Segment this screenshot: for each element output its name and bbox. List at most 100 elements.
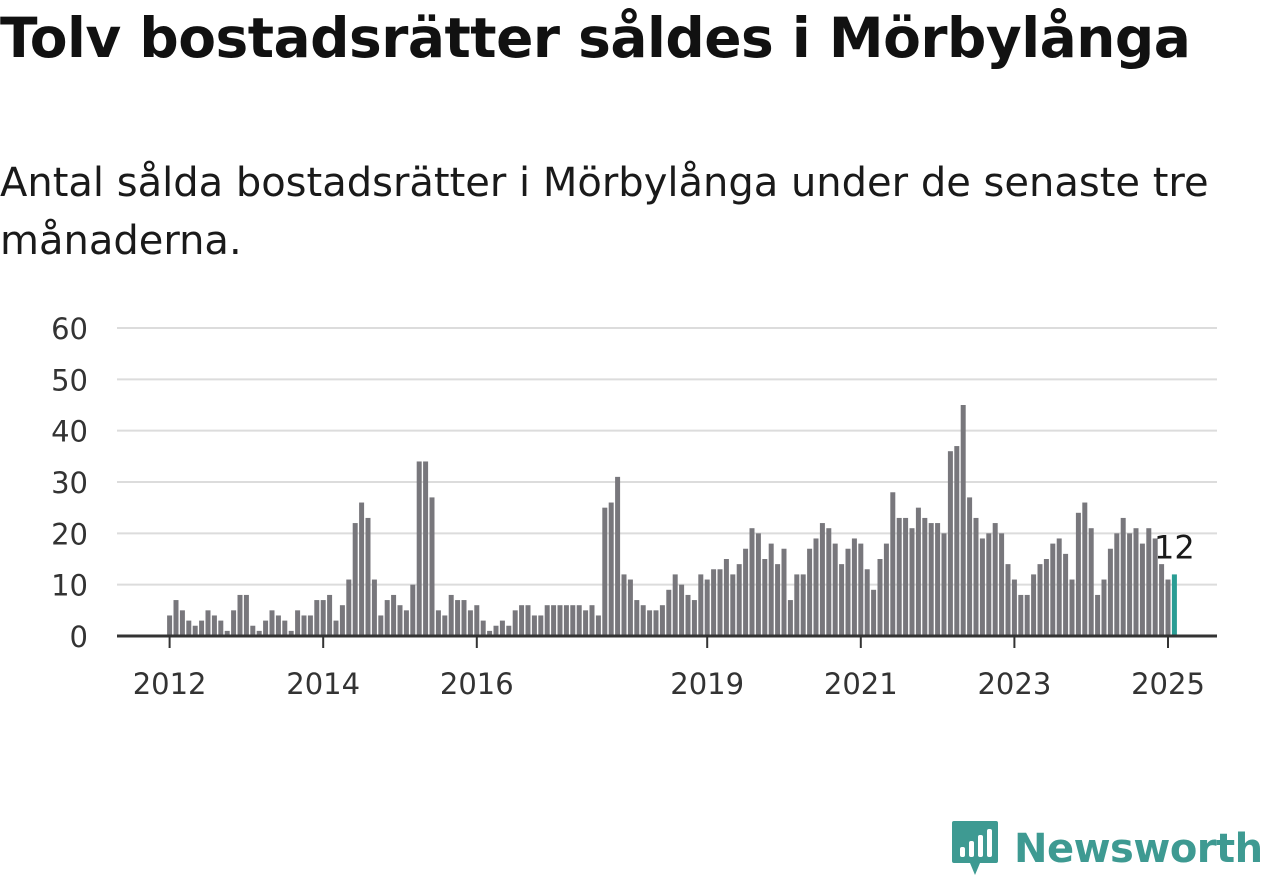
bar [608, 502, 614, 636]
bar [474, 605, 480, 636]
bar [1063, 553, 1069, 636]
bar [1031, 574, 1037, 636]
bar [807, 548, 813, 636]
bar [647, 610, 653, 636]
bar [263, 620, 269, 636]
bar [1165, 579, 1171, 636]
bar [480, 620, 486, 636]
bar [499, 620, 505, 636]
bar [487, 630, 493, 636]
bar [1037, 564, 1043, 636]
bar [352, 523, 358, 636]
bar [787, 600, 793, 636]
bar [679, 584, 685, 636]
bar [519, 605, 525, 636]
bar [685, 594, 691, 636]
bar [583, 610, 589, 636]
bar [218, 620, 224, 636]
bar [173, 600, 179, 636]
bar [1082, 502, 1088, 636]
bar [384, 600, 390, 636]
newsworthy-logo: Newsworthy [950, 818, 1262, 880]
bar [845, 548, 851, 636]
bar [954, 446, 960, 636]
bar [1069, 579, 1075, 636]
bar [717, 569, 723, 636]
bar [1024, 594, 1030, 636]
bar [755, 533, 761, 636]
bar [359, 502, 365, 636]
bar [307, 615, 313, 636]
bar [327, 594, 333, 636]
bar [250, 625, 256, 636]
bar [877, 559, 883, 636]
bar [1075, 512, 1081, 636]
bar [365, 517, 371, 636]
bar [615, 476, 621, 636]
newsworthy-logo-icon [952, 821, 998, 875]
bar [1120, 517, 1126, 636]
bar [986, 533, 992, 636]
bar [186, 620, 192, 636]
bar [397, 605, 403, 636]
bar [1146, 528, 1152, 636]
bar [621, 574, 627, 636]
bar [320, 600, 326, 636]
bar [627, 579, 633, 636]
bar [903, 517, 909, 636]
bar [1043, 559, 1049, 636]
bar [525, 605, 531, 636]
bar [967, 497, 973, 636]
bar [1133, 528, 1139, 636]
bar [1056, 538, 1062, 636]
bar [909, 528, 915, 636]
bar [890, 492, 896, 636]
bar [295, 610, 301, 636]
bar [237, 594, 243, 636]
bar [231, 610, 237, 636]
x-tick-label: 2016 [440, 667, 514, 701]
bar [935, 523, 941, 636]
bar [467, 610, 473, 636]
x-tick-label: 2021 [824, 667, 898, 701]
bar [941, 533, 947, 636]
bar [576, 605, 582, 636]
bar [659, 605, 665, 636]
y-tick-label: 60 [51, 312, 88, 346]
bar [1152, 538, 1158, 636]
bar [947, 451, 953, 636]
bar [762, 559, 768, 636]
bar [864, 569, 870, 636]
bar [211, 615, 217, 636]
bar [666, 589, 672, 636]
x-tick-label: 2012 [133, 667, 207, 701]
bar [339, 605, 345, 636]
bar [775, 564, 781, 636]
bar [442, 615, 448, 636]
bar [333, 620, 339, 636]
bar [493, 625, 499, 636]
bar [768, 543, 774, 636]
bar [461, 600, 467, 636]
bar [858, 543, 864, 636]
bar [531, 615, 537, 636]
bar [711, 569, 717, 636]
chart-title: Tolv bostadsrätter såldes i Mörbylånga [0, 6, 1191, 70]
bar [269, 610, 275, 636]
bar [557, 605, 563, 636]
bar [723, 559, 729, 636]
bar [378, 615, 384, 636]
bar [1101, 579, 1107, 636]
x-tick-label: 2014 [286, 667, 360, 701]
data-labels: 12 [1154, 528, 1195, 566]
bar [1127, 533, 1133, 636]
bar [730, 574, 736, 636]
bar [448, 594, 454, 636]
bar [589, 605, 595, 636]
y-tick-label: 40 [51, 415, 88, 449]
bar [672, 574, 678, 636]
bar-highlight [1171, 574, 1177, 636]
bar [538, 615, 544, 636]
bar [551, 605, 557, 636]
bar [871, 589, 877, 636]
